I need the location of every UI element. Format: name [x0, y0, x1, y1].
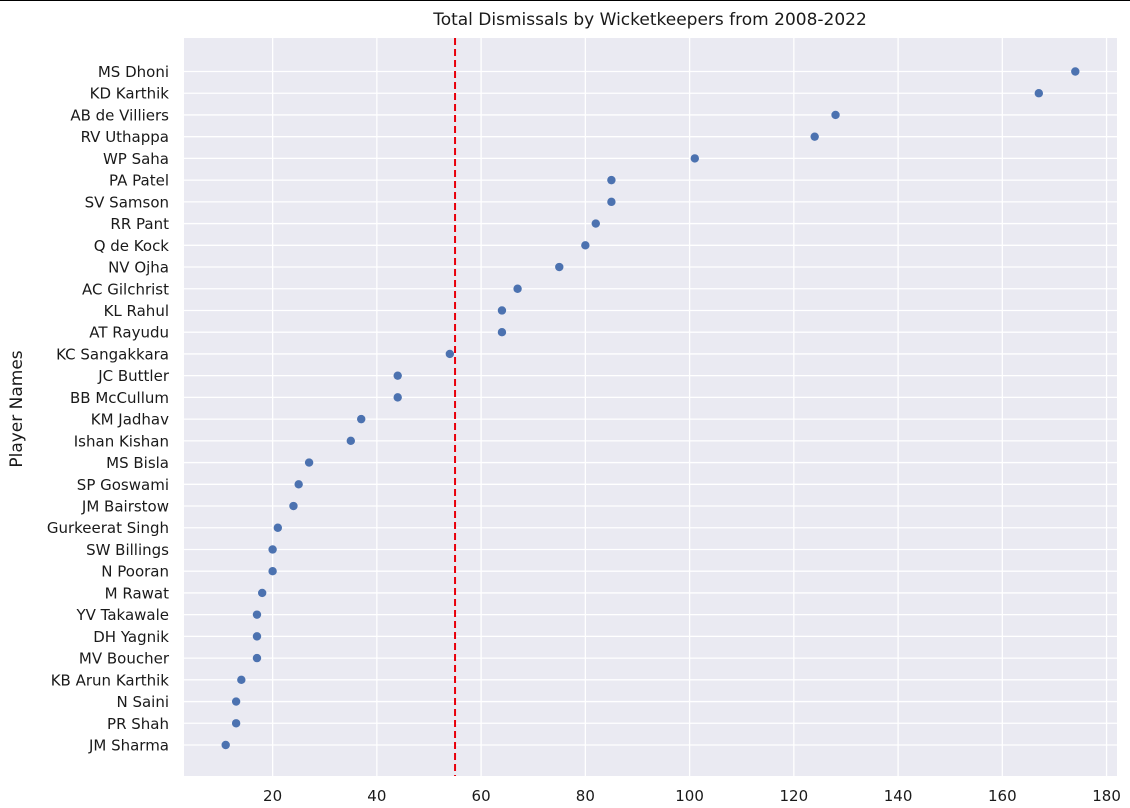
data-point: [831, 110, 840, 120]
y-tick-label: PR Shah: [107, 715, 169, 733]
x-tick-label: 160: [988, 787, 1017, 805]
data-point: [393, 393, 402, 402]
y-tick-label: KM Jadhav: [91, 411, 169, 429]
y-tick-label: BB McCullum: [70, 389, 169, 407]
y-tick-label: JC Buttler: [97, 367, 170, 385]
y-tick-label: RR Pant: [110, 215, 169, 233]
y-tick-label: PA Patel: [109, 172, 169, 190]
x-tick-labels: 20 40 60 80 100 120 140 160 180: [263, 787, 1121, 805]
y-tick-label: JM Bairstow: [81, 498, 169, 516]
x-tick-label: 120: [780, 787, 809, 805]
y-tick-label: MV Boucher: [79, 650, 170, 668]
y-tick-label: AT Rayudu: [89, 324, 169, 342]
data-point: [346, 436, 355, 446]
x-tick-label: 180: [1092, 787, 1121, 805]
y-tick-label: DH Yagnik: [93, 628, 169, 646]
data-point: [304, 458, 314, 467]
data-point: [497, 328, 507, 337]
data-point: [273, 523, 283, 532]
data-point: [294, 480, 303, 489]
y-tick-label: Ishan Kishan: [74, 432, 169, 450]
y-tick-label: WP Saha: [103, 150, 169, 168]
y-tick-label: AB de Villiers: [70, 106, 169, 124]
data-points: [221, 67, 1080, 750]
y-gridlines: [184, 70, 1117, 746]
data-point: [497, 306, 507, 315]
x-tick-label: 80: [576, 787, 595, 805]
data-point: [690, 154, 700, 163]
y-tick-label: SV Samson: [85, 193, 169, 211]
data-point: [252, 632, 262, 641]
x-gridlines: [271, 38, 1108, 776]
x-tick-label: 140: [884, 787, 913, 805]
chart-title: Total Dismissals by Wicketkeepers from 2…: [432, 10, 867, 30]
y-tick-labels: MS Dhoni KD Karthik AB de Villiers RV Uthap…: [47, 63, 170, 755]
y-tick-label: RV Uthappa: [81, 128, 169, 146]
x-tick-label: 40: [367, 787, 386, 805]
data-point: [268, 566, 277, 576]
y-tick-label: YV Takawale: [75, 606, 169, 624]
y-tick-label: MS Bisla: [106, 454, 169, 472]
data-point: [607, 175, 616, 185]
y-tick-label: N Pooran: [101, 563, 169, 581]
data-point: [581, 241, 590, 250]
y-tick-label: AC Gilchrist: [82, 280, 169, 298]
y-tick-label: KD Karthik: [90, 85, 170, 103]
data-point: [357, 414, 366, 424]
data-point: [810, 132, 819, 141]
data-point: [231, 719, 241, 728]
y-tick-label: M Rawat: [105, 584, 169, 602]
plot-area: [184, 38, 1117, 776]
y-tick-label: N Saini: [116, 693, 169, 711]
x-tick-label: 20: [263, 787, 282, 805]
data-point: [252, 610, 262, 619]
data-point: [252, 653, 262, 663]
data-point: [445, 349, 455, 359]
data-point: [257, 588, 267, 598]
data-point: [1034, 89, 1044, 98]
data-point: [231, 697, 241, 706]
y-tick-label: JM Sharma: [88, 737, 169, 755]
data-point: [268, 545, 277, 554]
data-point: [1071, 67, 1080, 76]
data-point: [393, 371, 402, 380]
data-point: [555, 262, 564, 272]
y-tick-label: KC Sangakkara: [56, 345, 169, 363]
data-point: [221, 740, 230, 750]
data-point: [607, 197, 616, 207]
y-axis-title: Player Names: [7, 350, 27, 467]
y-tick-label: KL Rahul: [104, 302, 169, 320]
x-tick-label: 100: [675, 787, 704, 805]
top-border-line: [0, 0, 1130, 1]
y-tick-label: SP Goswami: [77, 476, 169, 494]
x-tick-label: 60: [472, 787, 491, 805]
data-point: [513, 284, 522, 293]
y-tick-label: KB Arun Karthik: [51, 671, 170, 689]
y-tick-label: NV Ojha: [108, 259, 169, 277]
data-point: [591, 219, 600, 228]
y-tick-label: SW Billings: [86, 541, 169, 559]
y-tick-label: Gurkeerat Singh: [47, 519, 169, 537]
data-point: [289, 501, 298, 511]
y-tick-label: MS Dhoni: [98, 63, 169, 81]
y-tick-label: Q de Kock: [94, 237, 170, 255]
data-point: [237, 675, 246, 685]
